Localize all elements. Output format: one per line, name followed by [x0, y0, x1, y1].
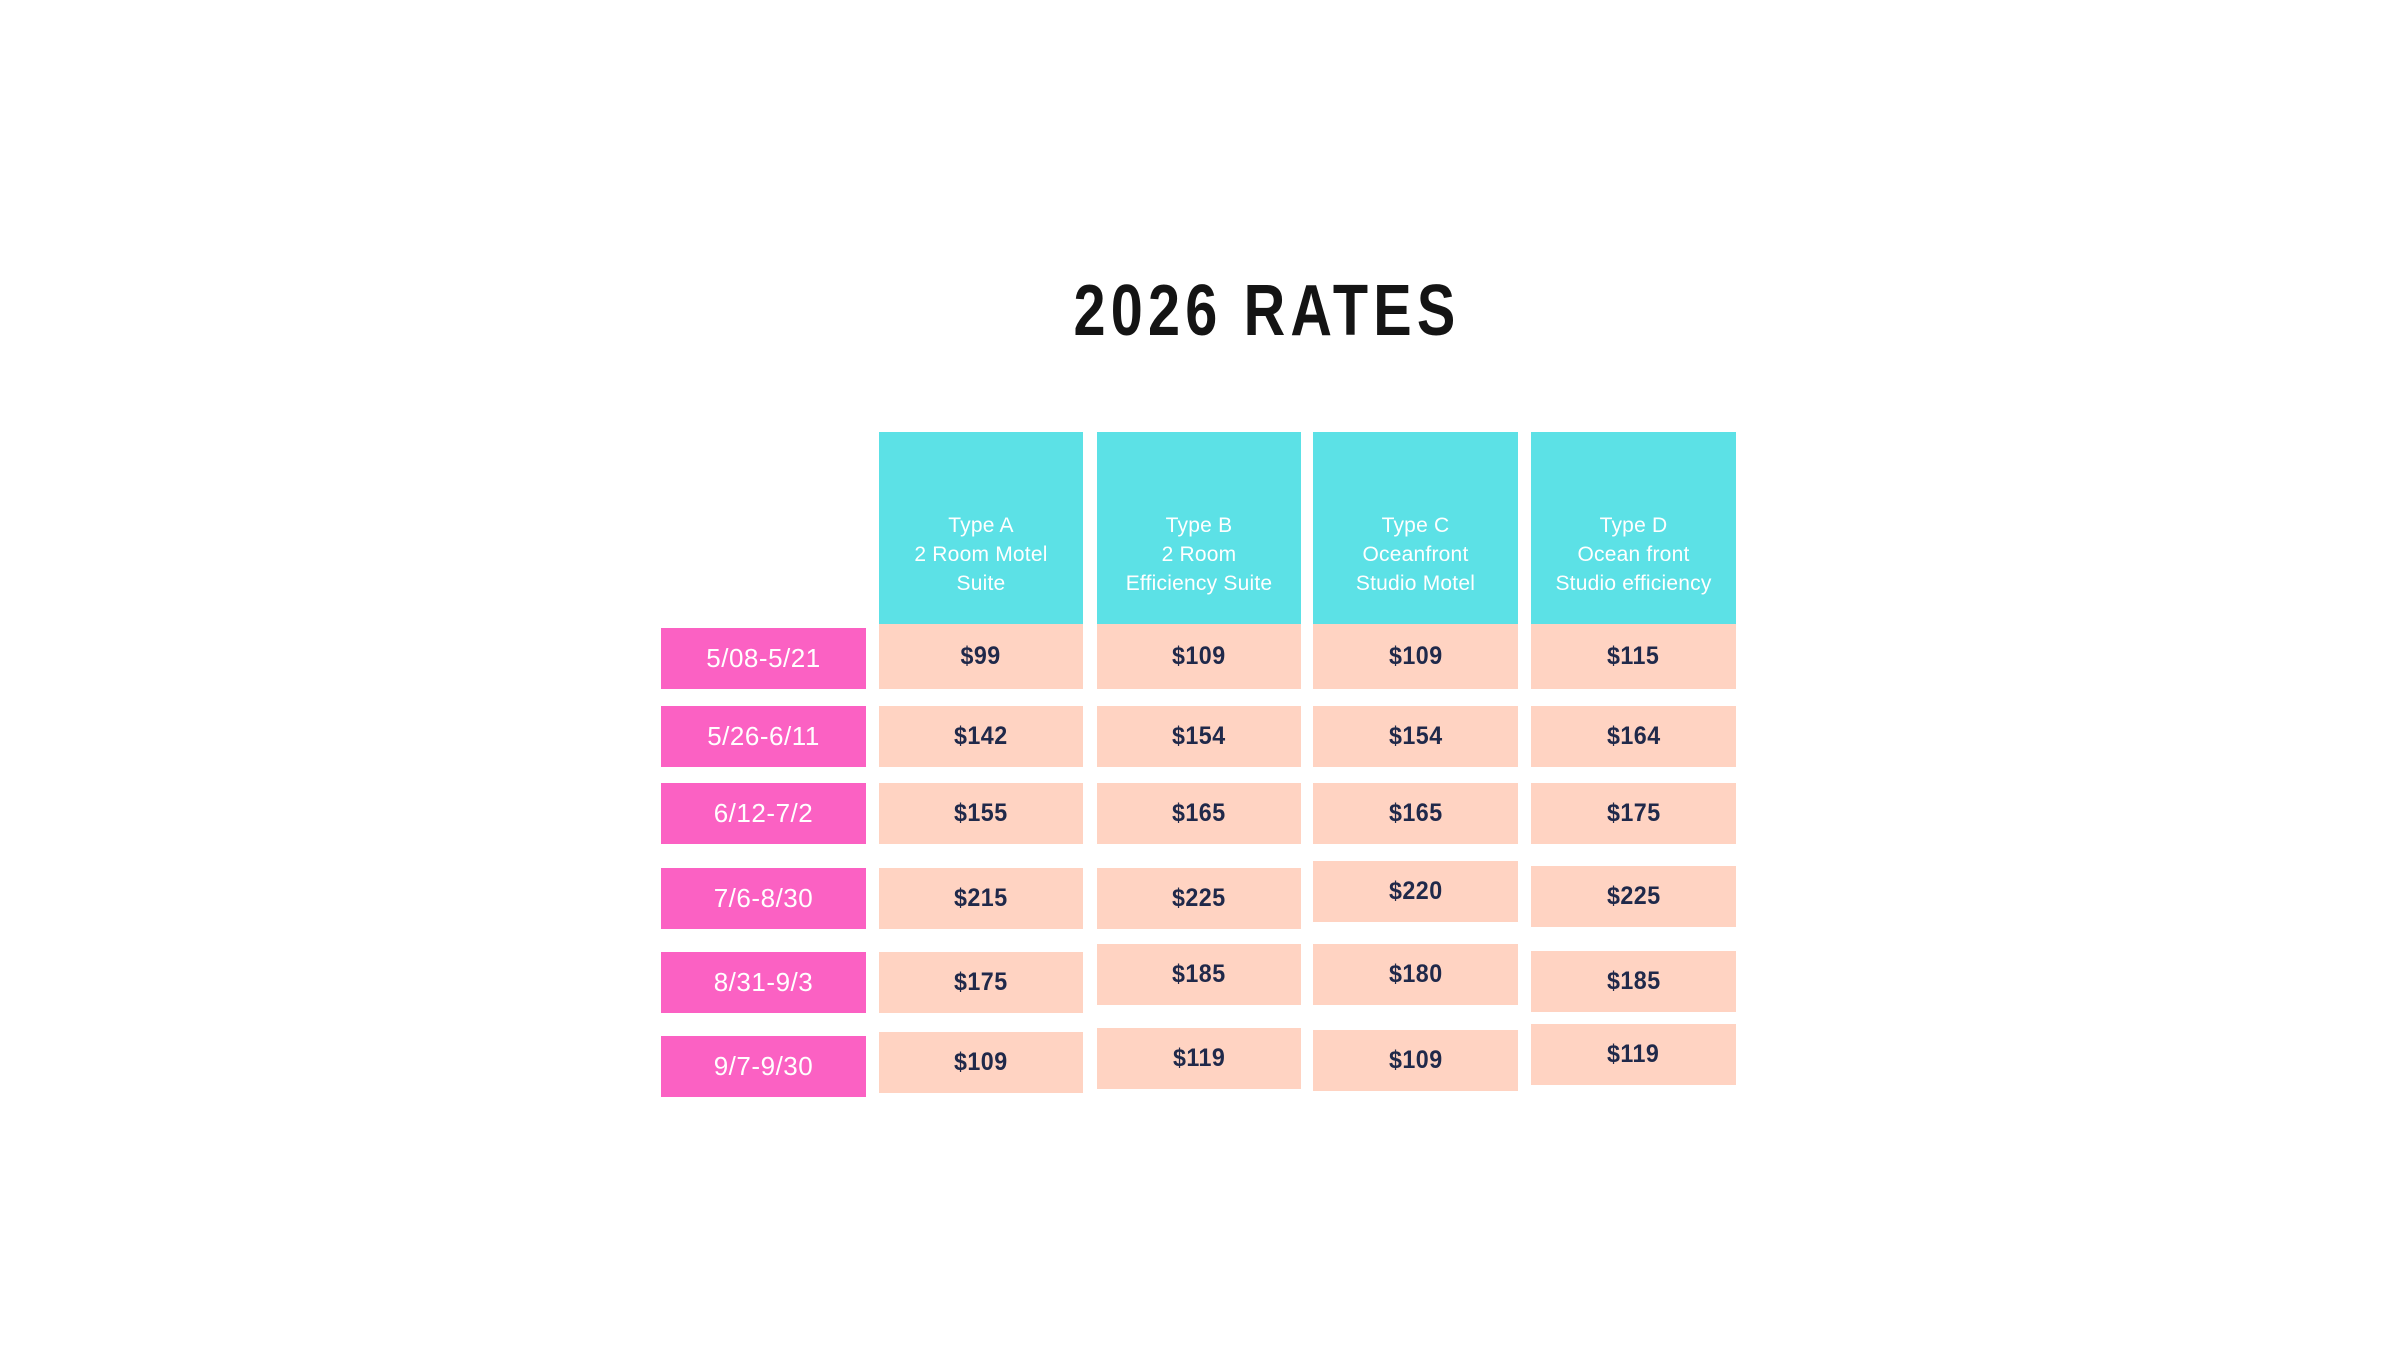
rate-value: $142 [954, 722, 1008, 750]
rate-value: $220 [1388, 877, 1443, 905]
rate-value: $109 [1172, 642, 1226, 670]
rate-cell: $109 [1313, 624, 1518, 689]
header-line: Type D [1599, 514, 1668, 537]
rate-cell: $119 [1097, 1028, 1301, 1089]
rate-value: $164 [1606, 722, 1661, 750]
rate-cell: $155 [879, 783, 1083, 844]
rate-cell: $215 [879, 868, 1083, 929]
row-label: 5/08-5/21 [661, 628, 866, 689]
column-header-type-b: Type B 2 Room Efficiency Suite [1097, 432, 1301, 624]
rate-value: $109 [1388, 1046, 1443, 1074]
row-label: 6/12-7/2 [661, 783, 866, 844]
rate-value: $225 [1172, 884, 1226, 912]
header-line: Suite [956, 572, 1006, 595]
rate-value: $175 [1606, 799, 1661, 827]
rate-cell: $115 [1531, 624, 1736, 689]
rate-cell: $154 [1313, 706, 1518, 767]
rate-cell: $185 [1531, 951, 1736, 1012]
header-line: 2 Room Motel [914, 543, 1048, 566]
rate-value: $165 [1172, 799, 1226, 827]
rate-value: $119 [1172, 1044, 1226, 1072]
column-header-type-d: Type D Ocean front Studio efficiency [1531, 432, 1736, 624]
rate-value: $154 [1388, 722, 1443, 750]
rate-cell: $109 [1313, 1030, 1518, 1091]
rate-cell: $164 [1531, 706, 1736, 767]
rate-value: $99 [960, 642, 1002, 670]
header-line: Studio efficiency [1555, 572, 1712, 595]
rate-value: $225 [1606, 882, 1661, 910]
rate-cell: $119 [1531, 1024, 1736, 1085]
header-line: Type A [948, 514, 1014, 537]
rate-cell: $225 [1097, 868, 1301, 929]
rate-cell: $180 [1313, 944, 1518, 1005]
rate-cell: $99 [879, 624, 1083, 689]
rate-value: $154 [1172, 722, 1226, 750]
rate-value: $165 [1388, 799, 1443, 827]
rate-value: $119 [1607, 1040, 1660, 1068]
rate-cell: $165 [1313, 783, 1518, 844]
rate-value: $109 [1388, 642, 1443, 670]
rate-value: $115 [1607, 642, 1660, 670]
column-header-type-c: Type C Oceanfront Studio Motel [1313, 432, 1518, 624]
row-label: 8/31-9/3 [661, 952, 866, 1013]
header-line: Type C [1381, 514, 1450, 537]
rate-value: $155 [954, 799, 1008, 827]
rate-cell: $165 [1097, 783, 1301, 844]
rate-value: $180 [1388, 960, 1443, 988]
page-title: 2026 RATES [1073, 271, 1461, 351]
rate-cell: $225 [1531, 866, 1736, 927]
header-line: Ocean front [1577, 543, 1690, 566]
header-line: Type B [1165, 514, 1233, 537]
rate-cell: $185 [1097, 944, 1301, 1005]
row-label: 7/6-8/30 [661, 868, 866, 929]
rate-value: $109 [954, 1048, 1008, 1076]
rate-cell: $154 [1097, 706, 1301, 767]
column-header-type-a: Type A 2 Room Motel Suite [879, 432, 1083, 624]
rate-value: $175 [954, 968, 1008, 996]
rates-table: Type A 2 Room Motel Suite Type B 2 Room … [661, 432, 1736, 1162]
rate-value: $185 [1172, 960, 1226, 988]
header-line: 2 Room [1161, 543, 1237, 566]
rate-cell: $175 [1531, 783, 1736, 844]
row-label: 9/7-9/30 [661, 1036, 866, 1097]
rate-cell: $220 [1313, 861, 1518, 922]
rate-cell: $175 [879, 952, 1083, 1013]
row-label: 5/26-6/11 [661, 706, 866, 767]
rate-cell: $109 [1097, 624, 1301, 689]
rate-cell: $109 [879, 1032, 1083, 1093]
header-line: Efficiency Suite [1125, 572, 1273, 595]
rate-value: $215 [954, 884, 1008, 912]
rate-cell: $142 [879, 706, 1083, 767]
rate-value: $185 [1606, 967, 1661, 995]
header-line: Studio Motel [1355, 572, 1476, 595]
header-line: Oceanfront [1362, 543, 1469, 566]
